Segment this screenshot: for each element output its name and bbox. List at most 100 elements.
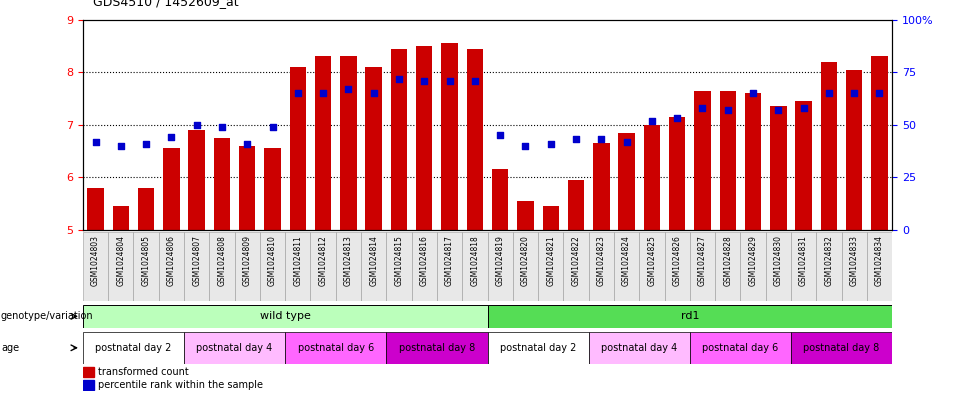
Bar	[867, 232, 892, 301]
Point	[340, 86, 356, 92]
Text: GSM1024806: GSM1024806	[167, 235, 176, 286]
Text: postnatal day 2: postnatal day 2	[500, 343, 576, 353]
Bar	[462, 232, 488, 301]
Bar	[542, 206, 559, 230]
Point	[670, 115, 685, 121]
Text: GSM1024814: GSM1024814	[370, 235, 378, 286]
Point	[846, 90, 862, 96]
Point	[518, 143, 533, 149]
Point	[872, 90, 887, 96]
Text: GSM1024831: GSM1024831	[800, 235, 808, 286]
Bar	[665, 232, 690, 301]
Bar	[816, 232, 841, 301]
Point	[720, 107, 735, 113]
Point	[543, 141, 559, 147]
Bar	[644, 125, 660, 230]
Bar	[740, 232, 765, 301]
Bar	[467, 49, 483, 230]
Bar	[290, 67, 306, 230]
Bar	[618, 133, 635, 230]
Bar	[285, 232, 310, 301]
Text: postnatal day 8: postnatal day 8	[803, 343, 879, 353]
Point	[290, 90, 305, 96]
Point	[366, 90, 381, 96]
Text: GSM1024825: GSM1024825	[647, 235, 656, 286]
Text: GSM1024811: GSM1024811	[293, 235, 302, 286]
Bar	[669, 117, 685, 230]
Point	[694, 105, 710, 111]
Bar	[386, 332, 488, 364]
Point	[88, 138, 103, 145]
Bar	[83, 367, 94, 377]
Text: GSM1024829: GSM1024829	[749, 235, 758, 286]
Bar	[83, 380, 94, 390]
Bar	[745, 93, 761, 230]
Bar	[690, 332, 791, 364]
Bar	[614, 232, 640, 301]
Point	[442, 77, 457, 84]
Bar	[841, 232, 867, 301]
Bar	[538, 232, 564, 301]
Bar	[694, 91, 711, 230]
Bar	[589, 232, 614, 301]
Point	[619, 138, 635, 145]
Bar	[340, 57, 357, 230]
Text: GSM1024823: GSM1024823	[597, 235, 605, 286]
Text: GSM1024817: GSM1024817	[445, 235, 454, 286]
Point	[492, 132, 508, 138]
Text: postnatal day 4: postnatal day 4	[602, 343, 678, 353]
Point	[391, 75, 407, 82]
Bar	[214, 138, 230, 230]
Text: percentile rank within the sample: percentile rank within the sample	[98, 380, 263, 389]
Bar	[188, 130, 205, 230]
Bar	[411, 232, 437, 301]
Bar	[361, 232, 386, 301]
Bar	[386, 232, 411, 301]
Point	[164, 134, 179, 141]
Text: genotype/variation: genotype/variation	[1, 311, 94, 321]
Bar	[235, 232, 260, 301]
Point	[189, 121, 205, 128]
Bar	[315, 57, 332, 230]
Bar	[846, 70, 863, 230]
Text: GSM1024810: GSM1024810	[268, 235, 277, 286]
Text: postnatal day 6: postnatal day 6	[702, 343, 778, 353]
Point	[138, 141, 154, 147]
Bar	[184, 332, 285, 364]
Bar	[715, 232, 740, 301]
Text: GSM1024809: GSM1024809	[243, 235, 252, 286]
Bar	[437, 232, 462, 301]
Bar	[513, 232, 538, 301]
Bar	[83, 232, 108, 301]
Point	[745, 90, 760, 96]
Point	[644, 118, 660, 124]
Point	[821, 90, 837, 96]
Bar	[134, 232, 159, 301]
Bar	[791, 232, 816, 301]
Point	[416, 77, 432, 84]
Text: GSM1024830: GSM1024830	[774, 235, 783, 286]
Text: rd1: rd1	[681, 311, 699, 321]
Point	[568, 136, 584, 143]
Text: GSM1024815: GSM1024815	[395, 235, 404, 286]
Text: GSM1024828: GSM1024828	[723, 235, 732, 286]
Point	[265, 124, 281, 130]
Text: GSM1024804: GSM1024804	[116, 235, 126, 286]
Text: wild type: wild type	[259, 311, 311, 321]
Bar	[765, 232, 791, 301]
Text: GSM1024822: GSM1024822	[571, 235, 580, 286]
Text: transformed count: transformed count	[98, 367, 189, 377]
Text: GSM1024821: GSM1024821	[546, 235, 555, 286]
Point	[240, 141, 255, 147]
Text: age: age	[1, 343, 20, 353]
Text: GSM1024827: GSM1024827	[698, 235, 707, 286]
Bar	[391, 49, 408, 230]
Point	[770, 107, 786, 113]
Text: GDS4510 / 1452609_at: GDS4510 / 1452609_at	[93, 0, 238, 8]
Bar	[796, 101, 812, 230]
Text: GSM1024833: GSM1024833	[849, 235, 859, 286]
Bar	[239, 146, 255, 230]
Bar	[593, 143, 609, 230]
Bar	[488, 232, 513, 301]
Point	[467, 77, 483, 84]
